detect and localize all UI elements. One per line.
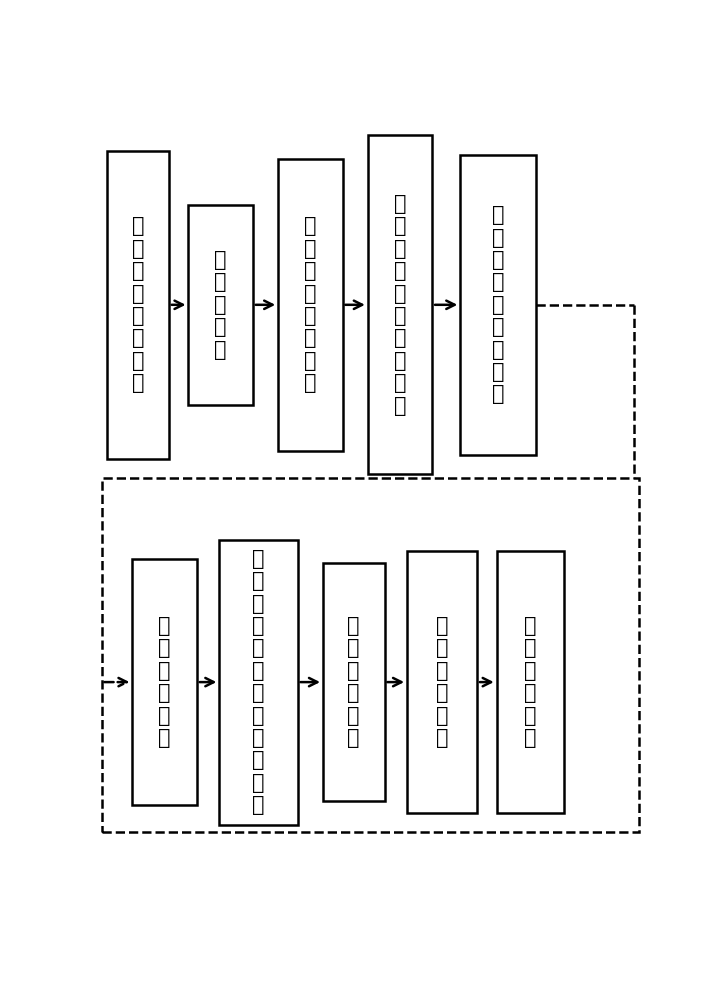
Bar bbox=[368, 135, 432, 474]
Bar bbox=[132, 559, 197, 805]
Text: 综
合
监
测
指
标: 综 合 监 测 指 标 bbox=[436, 616, 448, 748]
Bar bbox=[101, 478, 640, 832]
Text: 时
间
序
列
相
关
特
征
分
析: 时 间 序 列 相 关 特 征 分 析 bbox=[394, 194, 406, 416]
Bar bbox=[407, 551, 477, 813]
Text: 误
差
向
量
计
算: 误 差 向 量 计 算 bbox=[348, 616, 360, 748]
Bar bbox=[461, 155, 536, 455]
Bar bbox=[189, 205, 253, 405]
Text: 缺
失
数
据
处
理
与
标
准
化
处
理: 缺 失 数 据 处 理 与 标 准 化 处 理 bbox=[252, 549, 265, 815]
Bar bbox=[219, 540, 298, 825]
Bar bbox=[278, 158, 343, 451]
Bar bbox=[107, 151, 169, 459]
Bar bbox=[323, 563, 385, 801]
Text: 标
准
化
处
理: 标 准 化 处 理 bbox=[215, 250, 227, 360]
Text: 残
差
矩
阵
和
控
制
上
限: 残 差 矩 阵 和 控 制 上 限 bbox=[492, 205, 504, 404]
Text: 构
造
时
间
序
列
矩
阵: 构 造 时 间 序 列 矩 阵 bbox=[304, 216, 317, 393]
Text: 在
线
采
样
数
据: 在 线 采 样 数 据 bbox=[158, 616, 171, 748]
Text: 正
常
工
况
采
样
数
据: 正 常 工 况 采 样 数 据 bbox=[132, 216, 145, 393]
Bar bbox=[497, 551, 564, 813]
Text: 异
常
状
态
识
别: 异 常 状 态 识 别 bbox=[524, 616, 536, 748]
